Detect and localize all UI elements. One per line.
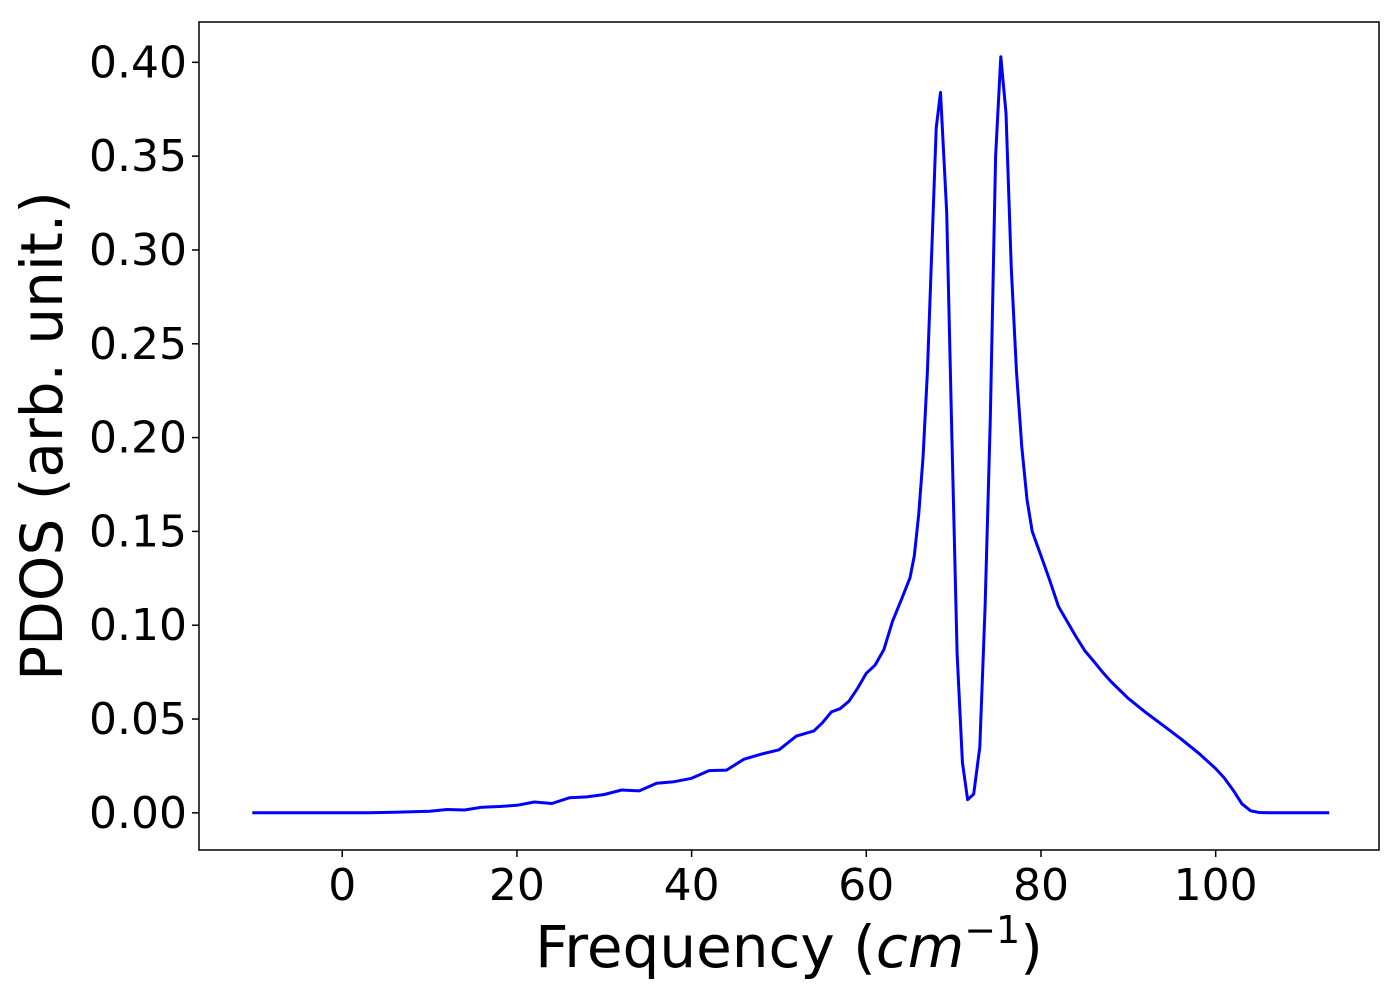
x-tick-label: 100: [1174, 860, 1258, 911]
y-tick-label: 0.00: [89, 788, 187, 839]
y-tick-label: 0.05: [89, 694, 187, 745]
x-tick-label: 40: [664, 860, 720, 911]
y-tick-label: 0.15: [89, 506, 187, 557]
tick-group: 0 20 40 60 80 100 0.00 0.05 0.10 0.15 0.20 0.25 0.30…: [89, 37, 1258, 911]
plot-area-frame: [198, 21, 1380, 851]
y-tick-label: 0.20: [89, 413, 187, 464]
y-tick-label: 0.25: [89, 319, 187, 370]
y-tick-label: 0.10: [89, 600, 187, 651]
pdos-series-line: [252, 55, 1330, 815]
x-tick-label: 80: [1013, 860, 1069, 911]
x-tick-label: 20: [489, 860, 545, 911]
x-axis-title: Frequency (cm−1): [535, 908, 1043, 981]
y-tick-label: 0.35: [89, 131, 187, 182]
x-tick-label: 60: [838, 860, 894, 911]
y-tick-label: 0.40: [89, 37, 187, 88]
y-tick-label: 0.30: [89, 225, 187, 276]
y-axis-title: PDOS (arb. unit.): [8, 191, 76, 681]
x-tick-label: 0: [328, 860, 356, 911]
